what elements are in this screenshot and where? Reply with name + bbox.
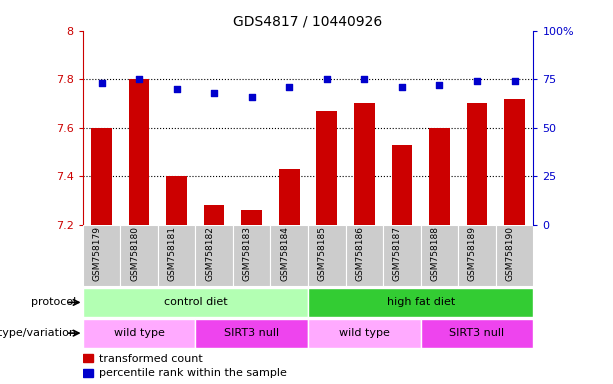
- Bar: [166, 176, 187, 225]
- Text: high fat diet: high fat diet: [387, 297, 455, 308]
- Text: GSM758190: GSM758190: [506, 226, 514, 281]
- Text: GSM758179: GSM758179: [93, 226, 102, 281]
- Text: GSM758182: GSM758182: [205, 226, 214, 281]
- Bar: [204, 205, 224, 225]
- Text: GSM758183: GSM758183: [243, 226, 252, 281]
- Text: wild type: wild type: [339, 328, 390, 338]
- Text: GSM758184: GSM758184: [280, 226, 289, 281]
- Text: GSM758186: GSM758186: [356, 226, 364, 281]
- Text: GSM758187: GSM758187: [393, 226, 402, 281]
- Bar: [129, 79, 150, 225]
- Point: [134, 76, 144, 82]
- Text: transformed count: transformed count: [99, 354, 202, 364]
- Bar: [496, 225, 533, 286]
- Bar: [83, 354, 93, 362]
- Bar: [270, 225, 308, 286]
- Text: GSM758188: GSM758188: [430, 226, 440, 281]
- Point: [209, 90, 219, 96]
- Point: [397, 84, 407, 90]
- Text: GSM758185: GSM758185: [318, 226, 327, 281]
- Point: [172, 86, 181, 92]
- Bar: [308, 288, 533, 317]
- Text: GSM758181: GSM758181: [167, 226, 177, 281]
- Point: [247, 94, 257, 100]
- Point: [509, 78, 519, 84]
- Text: protocol: protocol: [31, 297, 77, 308]
- Point: [284, 84, 294, 90]
- Text: SIRT3 null: SIRT3 null: [224, 328, 280, 338]
- Bar: [158, 225, 196, 286]
- Bar: [196, 225, 233, 286]
- Bar: [458, 225, 496, 286]
- Bar: [91, 128, 112, 225]
- Bar: [504, 99, 525, 225]
- Text: genotype/variation: genotype/variation: [0, 328, 77, 338]
- Point: [472, 78, 482, 84]
- Point: [359, 76, 369, 82]
- Text: GSM758180: GSM758180: [130, 226, 139, 281]
- Bar: [308, 225, 346, 286]
- Bar: [83, 225, 120, 286]
- Bar: [83, 288, 308, 317]
- Bar: [421, 319, 533, 348]
- Text: GSM758189: GSM758189: [468, 226, 477, 281]
- Point: [97, 80, 107, 86]
- Text: wild type: wild type: [113, 328, 164, 338]
- Bar: [466, 103, 487, 225]
- Bar: [383, 225, 421, 286]
- Bar: [346, 225, 383, 286]
- Text: SIRT3 null: SIRT3 null: [449, 328, 504, 338]
- Bar: [316, 111, 337, 225]
- Bar: [392, 145, 412, 225]
- Bar: [429, 128, 450, 225]
- Point: [322, 76, 332, 82]
- Bar: [421, 225, 458, 286]
- Bar: [83, 369, 93, 377]
- Point: [435, 82, 444, 88]
- Bar: [242, 210, 262, 225]
- Bar: [233, 225, 270, 286]
- Text: control diet: control diet: [164, 297, 227, 308]
- Bar: [308, 319, 421, 348]
- Bar: [196, 319, 308, 348]
- Bar: [279, 169, 300, 225]
- Title: GDS4817 / 10440926: GDS4817 / 10440926: [234, 14, 383, 28]
- Bar: [120, 225, 158, 286]
- Bar: [83, 319, 196, 348]
- Bar: [354, 103, 375, 225]
- Text: percentile rank within the sample: percentile rank within the sample: [99, 368, 286, 378]
